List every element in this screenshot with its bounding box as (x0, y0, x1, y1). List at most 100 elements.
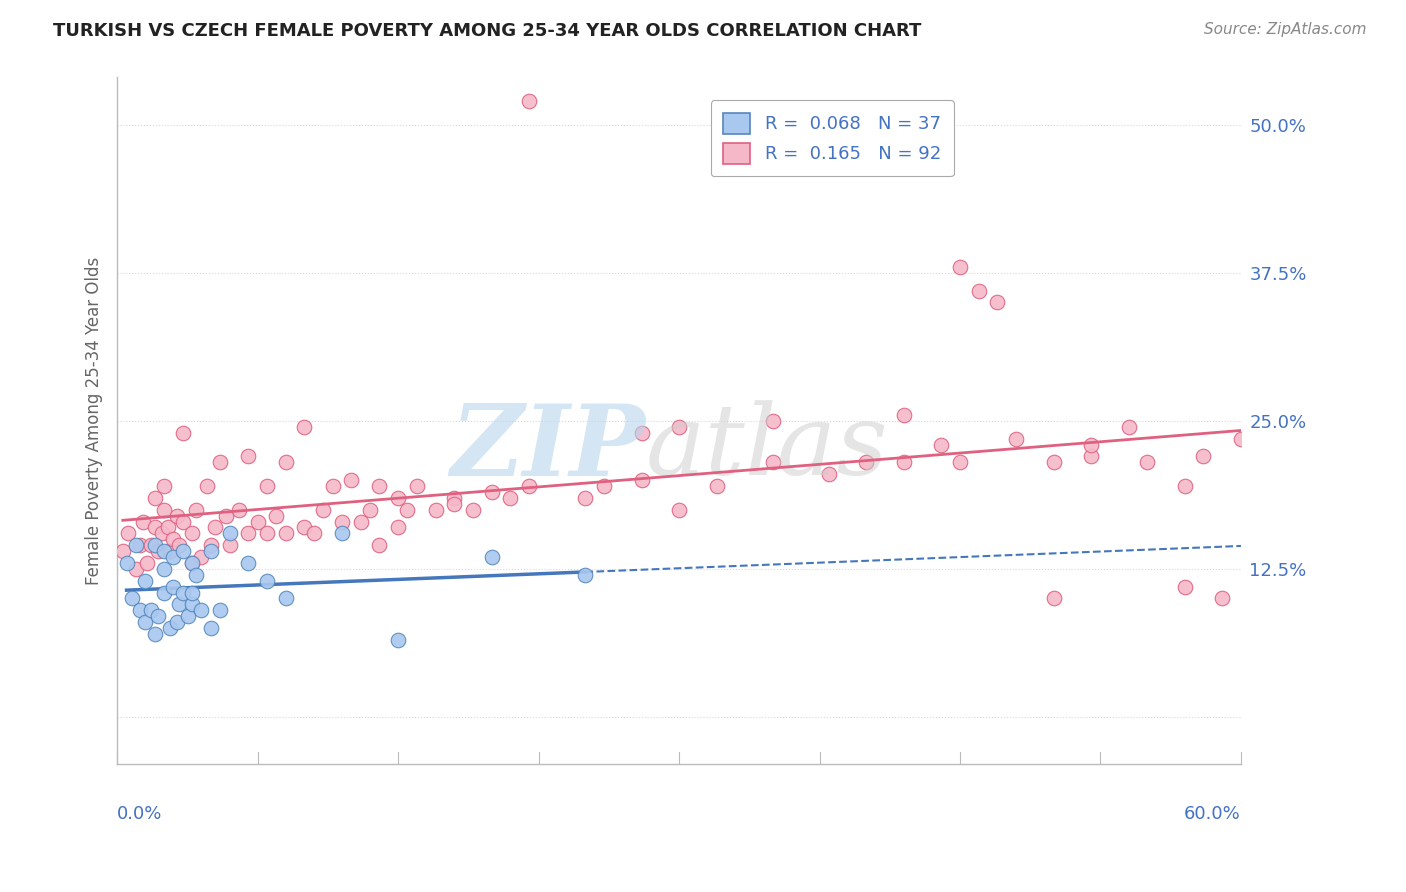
Point (929, 437, 952, 451)
Point (1005, 432, 1028, 446)
Point (340, 473, 363, 487)
Point (387, 632, 409, 647)
Point (162, 580, 184, 594)
Point (200, 538, 222, 552)
Point (986, 295, 1008, 310)
Point (143, 520, 166, 534)
Point (148, 544, 170, 558)
Point (762, 414, 785, 428)
Point (481, 549, 503, 564)
Point (125, 562, 148, 576)
Point (136, 556, 159, 570)
Point (274, 455, 297, 469)
Point (153, 544, 176, 558)
Point (139, 603, 162, 617)
Point (159, 621, 181, 635)
Point (181, 526, 204, 541)
Point (218, 526, 240, 541)
Point (153, 502, 176, 516)
Point (1136, 455, 1159, 469)
Point (330, 526, 353, 541)
Point (322, 479, 344, 493)
Point (706, 479, 728, 493)
Point (153, 562, 176, 576)
Text: TURKISH VS CZECH FEMALE POVERTY AMONG 25-34 YEAR OLDS CORRELATION CHART: TURKISH VS CZECH FEMALE POVERTY AMONG 25… (53, 22, 922, 40)
Point (499, 491, 522, 505)
Point (396, 502, 419, 516)
Point (238, 526, 260, 541)
Point (148, 609, 170, 624)
Point (128, 603, 150, 617)
Point (387, 491, 409, 505)
Point (125, 538, 148, 552)
Point (574, 491, 596, 505)
Point (461, 502, 484, 516)
Text: ZIP: ZIP (450, 401, 645, 497)
Point (172, 425, 194, 440)
Point (139, 538, 162, 552)
Point (218, 538, 240, 552)
Legend: R =  0.068   N = 37, R =  0.165   N = 92: R = 0.068 N = 37, R = 0.165 N = 92 (710, 100, 953, 177)
Text: Source: ZipAtlas.com: Source: ZipAtlas.com (1204, 22, 1367, 37)
Point (425, 502, 447, 516)
Point (115, 556, 138, 570)
Point (330, 515, 353, 529)
Point (967, 284, 990, 298)
Point (387, 520, 409, 534)
Point (517, 479, 540, 493)
Point (1080, 437, 1102, 451)
Point (204, 520, 226, 534)
Text: atlas: atlas (645, 401, 889, 496)
Point (153, 479, 176, 493)
Point (1192, 450, 1215, 464)
Point (818, 467, 841, 482)
Point (1211, 591, 1233, 606)
Point (294, 419, 316, 434)
Point (172, 515, 194, 529)
Point (238, 556, 260, 570)
Point (181, 598, 204, 612)
Point (443, 491, 465, 505)
Point (481, 484, 503, 499)
Point (949, 455, 972, 469)
Point (177, 609, 200, 624)
Point (181, 585, 204, 599)
Y-axis label: Female Poverty Among 25-34 Year Olds: Female Poverty Among 25-34 Year Olds (86, 257, 103, 585)
Point (184, 567, 207, 582)
Point (368, 479, 391, 493)
Point (246, 515, 269, 529)
Point (517, 94, 540, 108)
Point (1230, 432, 1253, 446)
Point (156, 520, 179, 534)
Point (256, 574, 278, 588)
Point (1118, 419, 1140, 434)
Point (209, 455, 232, 469)
Point (630, 473, 652, 487)
Point (312, 502, 335, 516)
Point (190, 549, 212, 564)
Point (184, 502, 207, 516)
Point (1042, 591, 1064, 606)
Point (190, 603, 212, 617)
Point (949, 260, 972, 274)
Point (266, 508, 288, 523)
Point (181, 556, 204, 570)
Point (668, 502, 690, 516)
Point (181, 556, 204, 570)
Point (1080, 450, 1102, 464)
Point (200, 621, 222, 635)
Point (228, 502, 250, 516)
Point (117, 526, 139, 541)
Point (166, 615, 188, 629)
Point (368, 538, 391, 552)
Point (121, 591, 143, 606)
Point (893, 455, 915, 469)
Point (150, 526, 173, 541)
Point (111, 544, 134, 558)
Point (238, 450, 260, 464)
Point (274, 526, 297, 541)
Point (132, 515, 155, 529)
Point (294, 520, 316, 534)
Point (167, 538, 190, 552)
Point (172, 544, 194, 558)
